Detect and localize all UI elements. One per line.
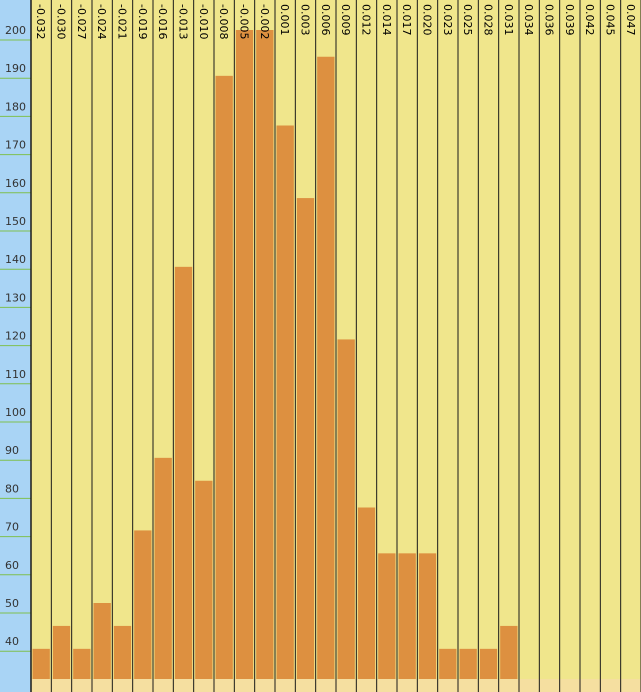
x-category-label: 0.012 <box>360 4 373 36</box>
bar-0.014 <box>378 553 396 679</box>
x-category-label: -0.024 <box>95 4 108 39</box>
y-tick-label: 170 <box>5 139 26 152</box>
x-category-label: 0.036 <box>543 4 556 36</box>
bar--0.021 <box>113 625 132 679</box>
x-category-label: -0.030 <box>55 4 68 39</box>
y-tick-label: 110 <box>5 368 26 381</box>
x-category-label: 0.028 <box>482 4 495 36</box>
bar-0.031 <box>500 625 518 679</box>
x-category-label: -0.027 <box>75 4 88 39</box>
bar--0.030 <box>52 625 71 679</box>
bar--0.024 <box>93 603 111 679</box>
x-category-label: 0.014 <box>380 4 393 36</box>
bar--0.016 <box>154 457 172 679</box>
x-category-label: 0.003 <box>299 4 312 36</box>
x-category-label: -0.010 <box>197 4 210 39</box>
y-tick-label: 150 <box>5 215 26 228</box>
y-tick-label: 130 <box>5 291 26 304</box>
x-category-label: 0.042 <box>583 4 596 36</box>
x-category-label: 0.017 <box>400 4 413 36</box>
x-category-label: 0.039 <box>563 4 576 36</box>
x-category-label: 0.031 <box>502 4 515 36</box>
x-category-label: 0.025 <box>461 4 474 36</box>
x-category-label: 0.045 <box>604 4 617 36</box>
x-category-label: -0.016 <box>156 4 169 39</box>
bar--0.010 <box>195 480 213 679</box>
y-tick-label: 160 <box>5 177 26 190</box>
y-tick-label: 80 <box>5 482 19 495</box>
x-category-label: -0.021 <box>116 4 129 39</box>
x-category-label: 0.034 <box>522 4 535 36</box>
bar-0.028 <box>479 648 498 679</box>
bar--0.027 <box>73 648 91 679</box>
x-category-label: -0.019 <box>136 4 149 39</box>
bar-0.025 <box>459 648 477 679</box>
y-tick-label: 40 <box>5 635 19 648</box>
bar-0.006 <box>317 56 335 680</box>
y-tick-label: 180 <box>5 100 26 113</box>
y-tick-label: 200 <box>5 24 26 37</box>
x-category-label: -0.002 <box>258 4 271 39</box>
bar--0.005 <box>235 30 254 679</box>
y-tick-label: 140 <box>5 253 26 266</box>
y-tick-label: 120 <box>5 330 26 343</box>
x-category-label: 0.023 <box>441 4 454 36</box>
y-tick-label: 70 <box>5 521 19 534</box>
x-category-label: 0.020 <box>421 4 434 36</box>
bar-0.009 <box>337 339 355 679</box>
x-category-label: -0.013 <box>177 4 190 39</box>
bar-0.001 <box>276 125 294 679</box>
bar--0.002 <box>256 30 274 679</box>
bar-0.020 <box>418 553 437 679</box>
bar-0.003 <box>296 198 315 679</box>
bar-0.017 <box>398 553 416 679</box>
y-tick-label: 190 <box>5 62 26 75</box>
y-tick-label: 60 <box>5 559 19 572</box>
y-tick-label: 100 <box>5 406 26 419</box>
bar--0.013 <box>174 266 193 679</box>
bar-0.012 <box>357 507 376 679</box>
bar--0.008 <box>215 75 233 680</box>
bar--0.019 <box>134 530 152 679</box>
x-category-label: -0.005 <box>238 4 251 39</box>
y-tick-label: 50 <box>5 597 19 610</box>
x-category-label: 0.001 <box>278 4 291 36</box>
x-category-label: 0.009 <box>339 4 352 36</box>
bar--0.032 <box>32 648 50 679</box>
bar-0.023 <box>439 648 457 679</box>
x-category-label: -0.032 <box>34 4 47 39</box>
x-category-label: 0.006 <box>319 4 332 36</box>
x-category-label: 0.047 <box>624 4 637 36</box>
y-tick-label: 90 <box>5 444 19 457</box>
x-category-label: -0.008 <box>217 4 230 39</box>
